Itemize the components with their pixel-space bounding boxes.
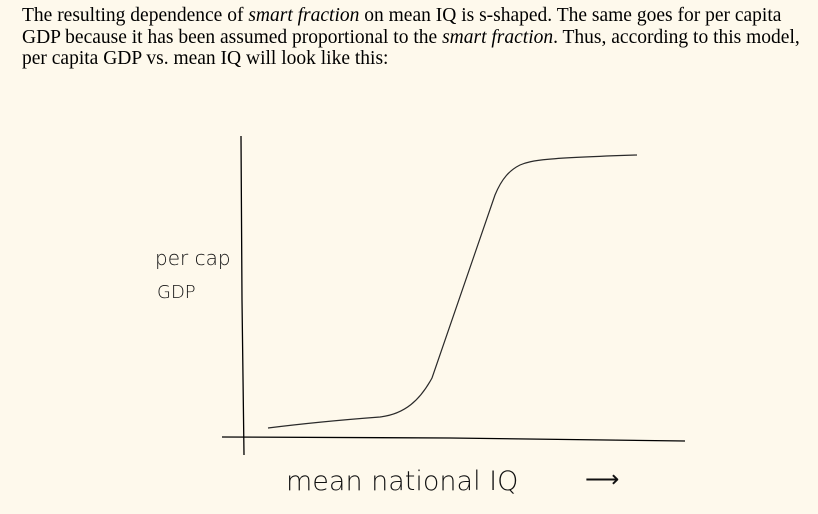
x-axis-label: mean national IQ — [286, 466, 518, 497]
smart-fraction-emphasis: smart fraction — [442, 26, 554, 48]
text-segment: . Thus, according to this model, — [553, 26, 800, 48]
x-axis-arrow-icon: ⟶ — [585, 465, 619, 493]
paragraph-line-2: GDP because it has been assumed proporti… — [22, 27, 818, 49]
text-segment: The resulting dependence of — [22, 5, 249, 26]
y-axis — [240, 135, 245, 456]
y-axis-label-line1: per cap — [155, 246, 231, 270]
paragraph-line-1: The resulting dependence of smart fracti… — [22, 5, 818, 27]
smart-fraction-emphasis: smart fraction — [248, 5, 360, 26]
x-axis — [221, 436, 686, 442]
paragraph-line-3: per capita GDP vs. mean IQ will look lik… — [22, 48, 389, 70]
text-segment: GDP because it has been assumed proporti… — [22, 26, 443, 48]
intro-paragraph: The resulting dependence of smart fracti… — [22, 5, 818, 70]
text-segment: on mean IQ is s-shaped. The same goes fo… — [359, 5, 782, 26]
y-axis-label-line2: GDP — [157, 282, 196, 303]
s-curve-line — [267, 154, 638, 429]
